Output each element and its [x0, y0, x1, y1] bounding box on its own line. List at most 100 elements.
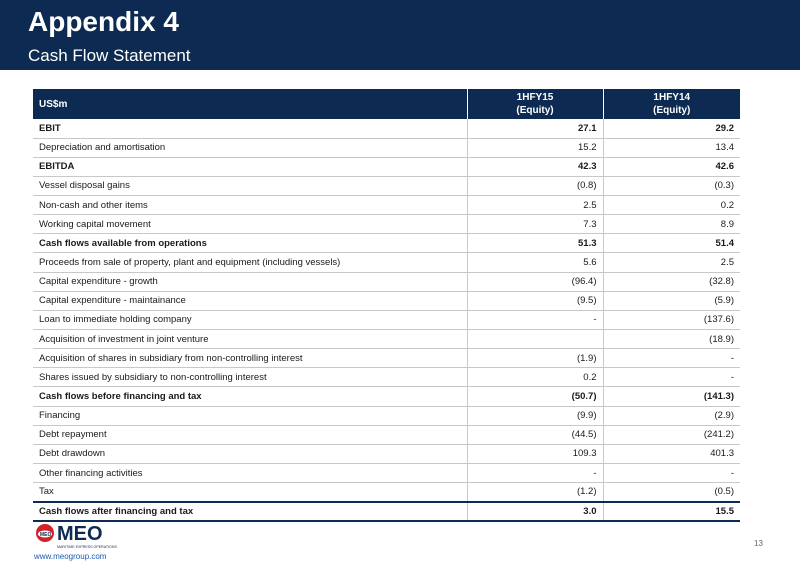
row-label: Capital expenditure - growth [33, 272, 467, 292]
value-1hfy15: (1.9) [466, 348, 603, 369]
value-1hfy15: (1.2) [466, 482, 603, 503]
column-header-period: 1HFY14 [653, 92, 691, 103]
value-1hfy14: 0.2 [602, 195, 740, 216]
value-1hfy15: 0.2 [466, 367, 603, 388]
value-1hfy14: - [602, 367, 740, 388]
header-band: Appendix 4 Cash Flow Statement [0, 0, 800, 70]
row-label: Capital expenditure - maintainance [33, 291, 467, 311]
table-body: EBIT 27.1 29.2 Depreciation and amortisatio… [33, 119, 740, 522]
table-row: Tax (1.2) (0.5) [33, 482, 740, 503]
value-1hfy15: (0.8) [466, 176, 603, 197]
column-header-label: US$m [33, 89, 467, 119]
row-label: Financing [33, 406, 467, 426]
value-1hfy15: (96.4) [466, 272, 603, 292]
table-row: EBIT 27.1 29.2 [33, 119, 740, 139]
table-row: Acquisition of investment in joint ventu… [33, 329, 740, 350]
slide-title: Appendix 4 [28, 6, 179, 37]
row-label: EBIT [33, 119, 467, 139]
row-label: EBITDA [33, 157, 467, 177]
table-row: Capital expenditure - growth (96.4) (32.8) [33, 272, 740, 292]
value-1hfy15: 51.3 [466, 233, 603, 254]
value-1hfy15 [466, 329, 603, 350]
table-row: Vessel disposal gains (0.8) (0.3) [33, 176, 740, 197]
row-label: Tax [33, 482, 467, 503]
cash-flow-table-container: US$m 1HFY15 (Equity) 1HFY14 (Equity) EBI… [33, 89, 740, 522]
table-row: Acquisition of shares in subsidiary from… [33, 348, 740, 369]
table-row: Capital expenditure - maintainance (9.5)(… [33, 291, 740, 311]
value-1hfy14: (137.6) [602, 310, 740, 331]
row-label: Debt repayment [33, 425, 467, 445]
value-1hfy14: - [602, 348, 740, 369]
table-row: Financing (9.9) (2.9) [33, 406, 740, 426]
value-1hfy15: 109.3 [466, 444, 603, 465]
value-1hfy15: (9.5) [466, 291, 603, 311]
value-1hfy14: - [602, 463, 740, 484]
row-label: Vessel disposal gains [33, 176, 467, 197]
row-label: Working capital movement [33, 214, 467, 235]
row-label: Cash flows after financing and tax [33, 500, 467, 522]
value-1hfy14: (32.8) [602, 272, 740, 292]
value-1hfy14: 8.9 [602, 214, 740, 235]
table-row: EBITDA 42.3 42.6 [33, 157, 740, 177]
table-row: Proceeds from sale of property, plant an… [33, 252, 740, 273]
table-row: Other financing activities - - [33, 463, 740, 484]
table-row: Cash flows available from operations 51.3… [33, 233, 740, 254]
value-1hfy15: 7.3 [466, 214, 603, 235]
table-row: Shares issued by subsidiary to non-contr… [33, 367, 740, 388]
row-label: Loan to immediate holding company [33, 310, 467, 331]
value-1hfy14: (241.2) [602, 425, 740, 445]
value-1hfy14: (18.9) [602, 329, 740, 350]
value-1hfy14: (2.9) [602, 406, 740, 426]
value-1hfy14: (0.5) [602, 482, 740, 503]
cash-flow-table: US$m 1HFY15 (Equity) 1HFY14 (Equity) EBI… [33, 89, 740, 522]
value-1hfy15: (50.7) [466, 386, 603, 407]
value-1hfy15: 42.3 [466, 157, 603, 177]
table-row: Loan to immediate holding company - (137.6… [33, 310, 740, 331]
table-row: Debt repayment (44.5) (241.2) [33, 425, 740, 445]
meo-logo: MEO MEO MARITIME EXPRESS OPERATIONS [36, 523, 117, 549]
column-header-basis: (Equity) [516, 105, 554, 116]
value-1hfy15: 15.2 [466, 138, 603, 158]
column-header-1hfy15: 1HFY15 (Equity) [466, 89, 603, 119]
table-header-row: US$m 1HFY15 (Equity) 1HFY14 (Equity) [33, 89, 740, 119]
row-label: Non-cash and other items [33, 195, 467, 216]
page-number: 13 [754, 539, 763, 548]
row-label: Acquisition of investment in joint ventu… [33, 329, 467, 350]
value-1hfy15: (9.9) [466, 406, 603, 426]
value-1hfy15: - [466, 463, 603, 484]
value-1hfy15: 5.6 [466, 252, 603, 273]
value-1hfy14: 51.4 [602, 233, 740, 254]
row-label: Acquisition of shares in subsidiary from… [33, 348, 467, 369]
column-header-1hfy14: 1HFY14 (Equity) [602, 89, 740, 119]
table-row: Non-cash and other items 2.5 0.2 [33, 195, 740, 216]
slide-subtitle: Cash Flow Statement [28, 46, 191, 65]
row-label: Other financing activities [33, 463, 467, 484]
row-label: Shares issued by subsidiary to non-contr… [33, 367, 467, 388]
value-1hfy14: (141.3) [602, 386, 740, 407]
website-link[interactable]: www.meogroup.com [34, 552, 107, 561]
value-1hfy14: 15.5 [602, 500, 740, 522]
logo-wordmark: MEO [57, 523, 103, 545]
value-1hfy15: (44.5) [466, 425, 603, 445]
row-label: Debt drawdown [33, 444, 467, 465]
column-header-basis: (Equity) [653, 105, 691, 116]
value-1hfy14: 2.5 [602, 252, 740, 273]
table-row: Cash flows after financing and tax 3.0 15.… [33, 500, 740, 522]
table-row: Debt drawdown 109.3 401.3 [33, 444, 740, 465]
value-1hfy14: 13.4 [602, 138, 740, 158]
row-label: Depreciation and amortisation [33, 138, 467, 158]
row-label: Cash flows before financing and tax [33, 386, 467, 407]
column-header-period: 1HFY15 [516, 92, 554, 103]
value-1hfy14: 42.6 [602, 157, 740, 177]
svg-text:MEO: MEO [40, 532, 52, 538]
value-1hfy14: 29.2 [602, 119, 740, 139]
row-label: Proceeds from sale of property, plant an… [33, 252, 467, 273]
logo-tagline: MARITIME EXPRESS OPERATIONS [57, 545, 117, 549]
value-1hfy14: (5.9) [602, 291, 740, 311]
value-1hfy15: 27.1 [466, 119, 603, 139]
table-row: Cash flows before financing and tax (50.7… [33, 386, 740, 407]
table-row: Working capital movement 7.3 8.9 [33, 214, 740, 235]
row-label: Cash flows available from operations [33, 233, 467, 254]
value-1hfy15: 3.0 [466, 500, 603, 522]
value-1hfy15: 2.5 [466, 195, 603, 216]
